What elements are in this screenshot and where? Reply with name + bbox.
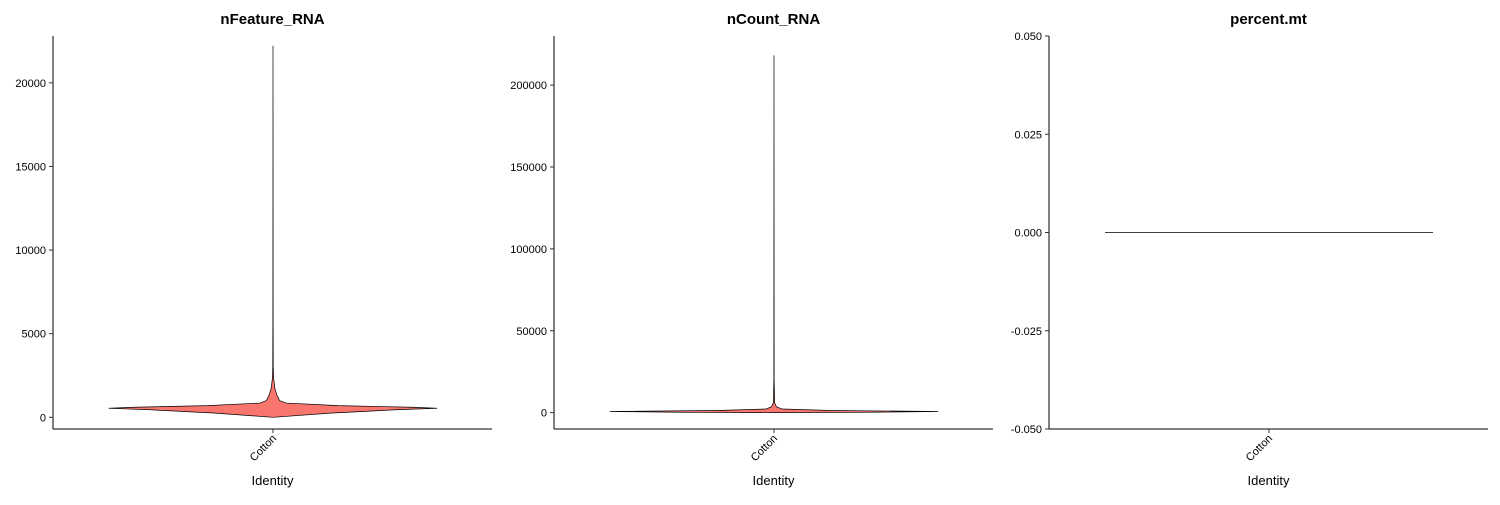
y-tick-label: 10000 bbox=[15, 245, 46, 257]
panel-2: nCount_RNA 0 50000 100000 150000 200000 Cotton… bbox=[510, 11, 993, 488]
y-tick-label: 0.025 bbox=[1014, 129, 1042, 141]
y-tick-label: 100000 bbox=[510, 244, 547, 256]
y-tick-label: 0 bbox=[541, 408, 547, 420]
y-tick-label: -0.050 bbox=[1011, 424, 1042, 436]
panel-title: percent.mt bbox=[1230, 11, 1307, 28]
violin-cotton bbox=[609, 55, 939, 413]
y-tick-label: 150000 bbox=[510, 162, 547, 174]
x-axis-title: Identity bbox=[753, 473, 795, 488]
x-tick-label: Cotton bbox=[749, 433, 780, 464]
panel-1: nFeature_RNA 0 5000 10000 15000 20000 Cotton Id… bbox=[15, 11, 492, 488]
panel-3: percent.mt -0.050 -0.025 0.000 0.025 0.050 Cot… bbox=[1011, 11, 1488, 488]
y-tick-label: 50000 bbox=[516, 326, 547, 338]
y-tick-label: 15000 bbox=[15, 161, 46, 173]
x-axis-title: Identity bbox=[1248, 473, 1290, 488]
y-tick-label: 20000 bbox=[15, 78, 46, 90]
x-axis-title: Identity bbox=[252, 473, 294, 488]
panel-title: nCount_RNA bbox=[727, 11, 820, 28]
y-tick-label: 5000 bbox=[22, 329, 46, 341]
y-tick-label: -0.025 bbox=[1011, 326, 1042, 338]
x-tick-label: Cotton bbox=[1244, 433, 1275, 464]
y-tick-label: 200000 bbox=[510, 80, 547, 92]
x-tick-label: Cotton bbox=[248, 433, 279, 464]
y-tick-label: 0 bbox=[40, 412, 46, 424]
y-tick-label: 0.050 bbox=[1014, 31, 1042, 43]
panel-title: nFeature_RNA bbox=[220, 11, 324, 28]
violin-cotton bbox=[108, 45, 438, 418]
y-tick-label: 0.000 bbox=[1014, 228, 1042, 240]
